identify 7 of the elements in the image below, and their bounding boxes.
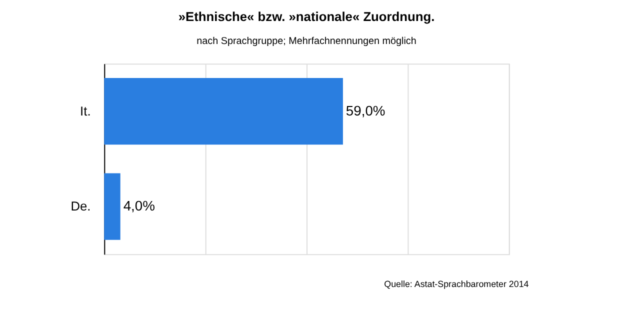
chart-title: »Ethnische« bzw. »nationale« Zuordnung.	[178, 9, 435, 24]
chart-subtitle: nach Sprachgruppe; Mehrfachnennungen möglich	[196, 36, 416, 47]
y-tick-label: It.	[80, 103, 91, 118]
source-note: Quelle: Astat-Sprachbarometer 2014	[384, 278, 529, 289]
data-label: 4,0%	[123, 197, 155, 214]
y-tick-label: De.	[70, 198, 91, 214]
data-label: 59,0%	[346, 102, 386, 118]
